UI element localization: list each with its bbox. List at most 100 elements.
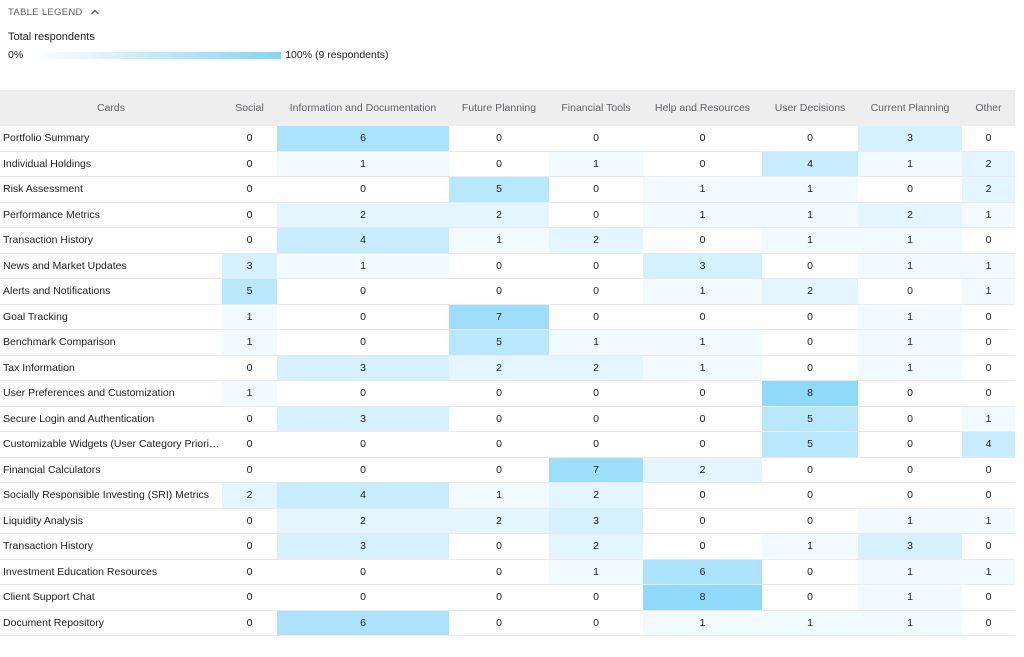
value-cell-financial-tools: 0 [549,253,643,279]
value-cell-information-and-documentation: 3 [277,355,449,381]
value-cell-financial-tools: 0 [549,202,643,228]
value-cell-other: 0 [962,610,1015,636]
value-cell-help-and-resources: 0 [643,533,762,560]
value-cell-current-planning: 0 [858,431,962,458]
value-cell-financial-tools: 0 [549,431,643,458]
card-name-cell: Tax Information [0,355,222,381]
table-row: News and Market Updates 3 1 0 0 3 0 1 1 [0,253,1015,279]
value-cell-other: 2 [962,176,1015,203]
value-cell-future-planning: 0 [449,610,549,636]
value-cell-user-decisions: 1 [762,610,858,636]
value-cell-help-and-resources: 0 [643,126,762,152]
column-header-future-planning[interactable]: Future Planning [449,90,549,126]
value-cell-user-decisions: 4 [762,151,858,177]
value-cell-social: 0 [222,584,277,611]
value-cell-future-planning: 0 [449,253,549,279]
value-cell-social: 0 [222,355,277,381]
value-cell-user-decisions: 0 [762,559,858,585]
value-cell-help-and-resources: 0 [643,304,762,330]
value-cell-future-planning: 0 [449,380,549,407]
value-cell-future-planning: 0 [449,278,549,305]
value-cell-future-planning: 7 [449,304,549,330]
value-cell-user-decisions: 8 [762,380,858,407]
card-name-cell: Individual Holdings [0,151,222,177]
column-header-other[interactable]: Other [962,90,1015,126]
column-header-help-and-resources[interactable]: Help and Resources [643,90,762,126]
value-cell-financial-tools: 7 [549,457,643,483]
value-cell-future-planning: 0 [449,457,549,483]
value-cell-current-planning: 1 [858,227,962,254]
value-cell-help-and-resources: 0 [643,227,762,254]
table-row: Socially Responsible Investing (SRI) Met… [0,482,1015,509]
value-cell-other: 0 [962,584,1015,611]
value-cell-future-planning: 1 [449,482,549,509]
value-cell-information-and-documentation: 4 [277,482,449,509]
value-cell-information-and-documentation: 0 [277,584,449,611]
value-cell-help-and-resources: 1 [643,355,762,381]
table-legend-toggle[interactable]: TABLE LEGEND [8,6,101,18]
column-header-financial-tools[interactable]: Financial Tools [549,90,643,126]
column-header-user-decisions[interactable]: User Decisions [762,90,858,126]
chevron-up-icon [90,9,99,15]
table-row: Liquidity Analysis 0 2 2 3 0 0 1 1 [0,508,1015,534]
value-cell-social: 0 [222,406,277,432]
card-name-cell: Transaction History [0,533,222,560]
value-cell-financial-tools: 0 [549,584,643,611]
value-cell-information-and-documentation: 3 [277,533,449,560]
table-row: Transaction History 0 4 1 2 0 1 1 0 [0,227,1015,254]
value-cell-financial-tools: 2 [549,482,643,509]
value-cell-information-and-documentation: 0 [277,431,449,458]
value-cell-help-and-resources: 1 [643,610,762,636]
value-cell-social: 1 [222,380,277,407]
value-cell-current-planning: 1 [858,355,962,381]
table-row: Secure Login and Authentication 0 3 0 0 0 5 0 1 [0,406,1015,432]
value-cell-current-planning: 1 [858,559,962,585]
card-name-cell: Alerts and Notifications [0,278,222,305]
value-cell-other: 0 [962,304,1015,330]
value-cell-financial-tools: 0 [549,278,643,305]
value-cell-user-decisions: 0 [762,126,858,152]
value-cell-social: 3 [222,253,277,279]
card-name-cell: Goal Tracking [0,304,222,330]
card-name-cell: Benchmark Comparison [0,329,222,356]
value-cell-user-decisions: 1 [762,533,858,560]
column-header-information-and-documentation[interactable]: Information and Documentation [277,90,449,126]
value-cell-help-and-resources: 1 [643,176,762,203]
value-cell-social: 0 [222,533,277,560]
value-cell-user-decisions: 1 [762,227,858,254]
value-cell-information-and-documentation: 2 [277,508,449,534]
column-header-social[interactable]: Social [222,90,277,126]
value-cell-help-and-resources: 0 [643,508,762,534]
value-cell-other: 4 [962,431,1015,458]
value-cell-financial-tools: 2 [549,533,643,560]
value-cell-information-and-documentation: 0 [277,559,449,585]
value-cell-social: 0 [222,176,277,203]
value-cell-current-planning: 0 [858,278,962,305]
value-cell-user-decisions: 0 [762,304,858,330]
value-cell-user-decisions: 0 [762,329,858,356]
value-cell-information-and-documentation: 6 [277,610,449,636]
value-cell-current-planning: 3 [858,533,962,560]
card-name-cell: Transaction History [0,227,222,254]
card-name-cell: Secure Login and Authentication [0,406,222,432]
value-cell-future-planning: 5 [449,329,549,356]
value-cell-current-planning: 1 [858,508,962,534]
value-cell-current-planning: 1 [858,610,962,636]
value-cell-future-planning: 0 [449,559,549,585]
value-cell-social: 0 [222,151,277,177]
value-cell-other: 1 [962,202,1015,228]
value-cell-user-decisions: 0 [762,508,858,534]
value-cell-future-planning: 0 [449,126,549,152]
value-cell-information-and-documentation: 3 [277,406,449,432]
column-header-cards[interactable]: Cards [0,90,222,126]
value-cell-help-and-resources: 1 [643,278,762,305]
value-cell-financial-tools: 0 [549,610,643,636]
value-cell-help-and-resources: 2 [643,457,762,483]
value-cell-financial-tools: 3 [549,508,643,534]
table-legend-label: TABLE LEGEND [8,6,83,18]
column-header-current-planning[interactable]: Current Planning [858,90,962,126]
value-cell-financial-tools: 1 [549,151,643,177]
card-name-cell: Risk Assessment [0,176,222,203]
value-cell-other: 0 [962,533,1015,560]
value-cell-user-decisions: 0 [762,457,858,483]
